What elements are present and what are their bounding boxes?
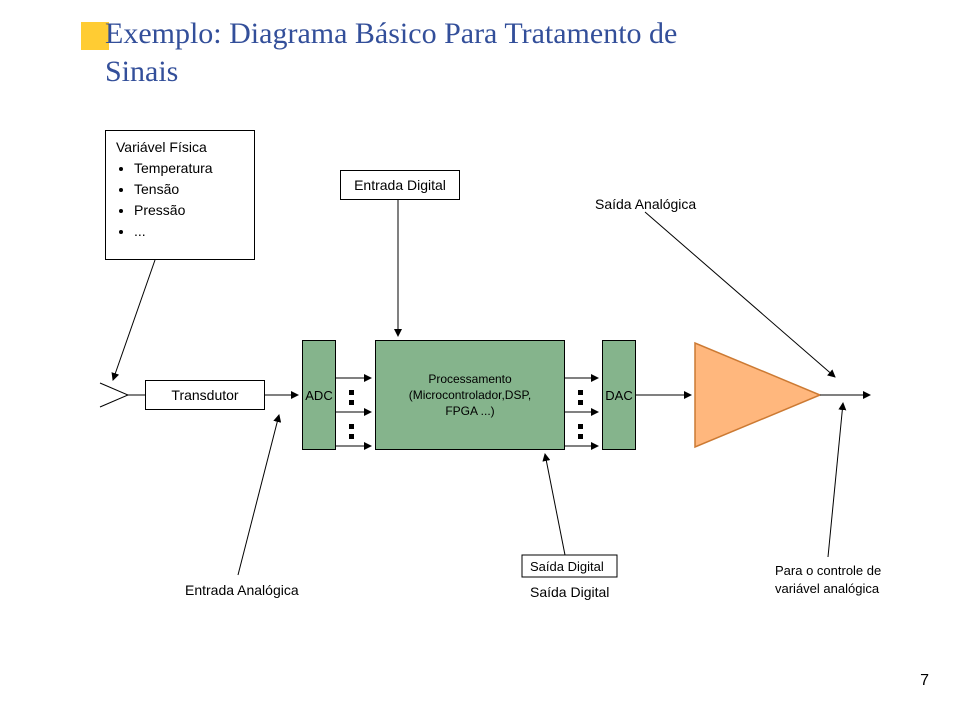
arrow-controle-pointer xyxy=(828,403,843,557)
arrow-sd-pointer xyxy=(545,454,565,555)
bus-adc-proc xyxy=(336,378,371,446)
arrow-vf-to-trans xyxy=(113,260,155,380)
arrow-sa-pointer xyxy=(645,212,835,377)
arrow-ea-pointer xyxy=(238,415,279,575)
atuador-triangle xyxy=(695,343,820,447)
saida-digital-text: Saída Digital xyxy=(530,557,604,577)
diagram-svg xyxy=(0,0,959,710)
input-y-shape xyxy=(100,383,145,407)
bus-proc-dac xyxy=(565,378,598,446)
